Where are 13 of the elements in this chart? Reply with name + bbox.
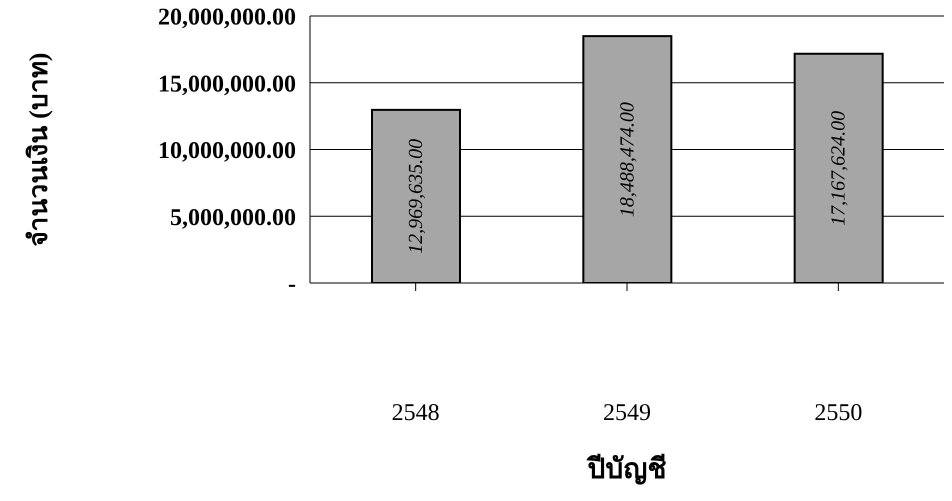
- x-tick-label: 2550: [814, 400, 862, 426]
- data-label: 18,488,474.00: [616, 102, 638, 218]
- y-tick-label: -: [288, 272, 296, 298]
- y-tick-label: 20,000,000.00: [158, 4, 296, 31]
- data-label: 12,969,635.00: [405, 138, 427, 254]
- x-tick-label: 2548: [392, 400, 440, 426]
- y-tick-label: 15,000,000.00: [158, 71, 296, 98]
- y-tick-label: 10,000,000.00: [158, 138, 296, 164]
- y-tick-label: 5,000,000.00: [170, 204, 296, 231]
- x-tick-label: 2549: [603, 400, 651, 426]
- data-label: 17,167,624.00: [828, 110, 850, 226]
- y-axis-title: จำนวนเงิน (บาท): [24, 52, 54, 246]
- x-axis-title: ปีบัญชี: [586, 453, 666, 485]
